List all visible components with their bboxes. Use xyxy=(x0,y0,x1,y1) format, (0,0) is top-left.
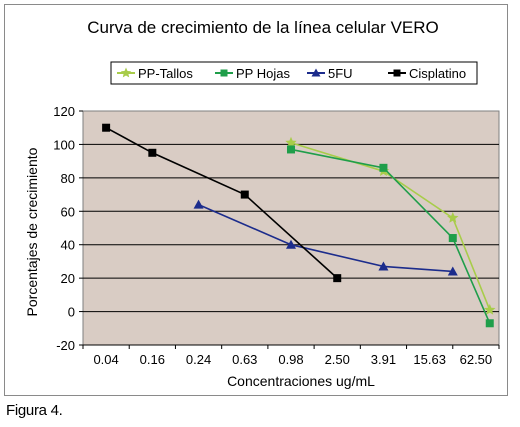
x-tick-label: 15.63 xyxy=(413,352,446,367)
chart: Curva de crecimiento de la línea celular… xyxy=(24,18,500,389)
series-5fu xyxy=(193,199,458,276)
data-point xyxy=(333,274,342,283)
x-axis-ticks: 0.04 0.16 0.24 0.63 0.98 2.50 3.91 15.63 62.50 xyxy=(82,344,500,367)
x-tick-label: 0.98 xyxy=(278,352,303,367)
legend-marker xyxy=(220,69,228,77)
data-point xyxy=(378,261,389,271)
legend-marker xyxy=(393,69,401,77)
y-axis-ticks: -20 0 20 40 60 80 100 120 xyxy=(53,104,83,353)
x-tick-label: 0.16 xyxy=(140,352,165,367)
y-tick-label: 0 xyxy=(68,305,75,320)
x-tick-label: 2.50 xyxy=(325,352,350,367)
data-point xyxy=(240,190,249,199)
series-line xyxy=(198,203,453,273)
x-tick-label: 0.04 xyxy=(93,352,118,367)
data-point xyxy=(287,145,295,154)
y-tick-label: 80 xyxy=(61,171,75,186)
legend-marker xyxy=(120,67,132,78)
chart-title: Curva de crecimiento de la línea celular… xyxy=(87,18,439,37)
legend-label: Cisplatino xyxy=(409,66,466,81)
y-tick-label: 100 xyxy=(53,137,75,152)
series-line xyxy=(290,141,491,311)
data-point xyxy=(148,148,157,157)
legend: PP-Tallos PP Hojas 5FU Cisplatino xyxy=(110,61,478,85)
legend-label: PP Hojas xyxy=(236,66,290,81)
x-tick-label: 3.91 xyxy=(371,352,396,367)
y-tick-label: 40 xyxy=(61,238,75,253)
data-point xyxy=(447,266,458,276)
legend-box xyxy=(110,61,478,85)
legend-label: 5FU xyxy=(328,66,353,81)
data-point xyxy=(447,212,459,223)
data-point xyxy=(285,136,297,148)
series-cisplatino xyxy=(102,123,342,283)
y-tick-label: -20 xyxy=(56,338,75,353)
figure-caption: Figura 4. xyxy=(6,402,63,419)
x-tick-label: 0.63 xyxy=(232,352,257,367)
y-axis-label: Porcentajes de crecimiento xyxy=(24,147,40,316)
legend-label: PP-Tallos xyxy=(138,66,193,81)
y-tick-label: 60 xyxy=(61,204,75,219)
series-line xyxy=(105,127,338,279)
data-point xyxy=(379,163,388,172)
data-point xyxy=(286,239,296,249)
data-point xyxy=(484,303,496,315)
series-line xyxy=(290,148,491,324)
data-point xyxy=(448,234,457,243)
legend-marker xyxy=(311,68,321,77)
x-tick-label: 0.24 xyxy=(186,352,211,367)
x-axis-label: Concentraciones ug/mL xyxy=(227,373,375,389)
data-point xyxy=(485,319,494,328)
x-tick-label: 62.50 xyxy=(460,352,493,367)
data-point xyxy=(193,199,204,209)
y-tick-label: 120 xyxy=(53,104,75,119)
y-tick-label: 20 xyxy=(61,271,75,286)
legend-items: PP-Tallos PP Hojas 5FU Cisplatino xyxy=(117,66,466,81)
series-layer xyxy=(102,123,496,328)
chart-frame: Curva de crecimiento de la línea celular… xyxy=(4,4,508,396)
data-point xyxy=(102,123,111,132)
series-pp-hojas xyxy=(287,145,494,328)
